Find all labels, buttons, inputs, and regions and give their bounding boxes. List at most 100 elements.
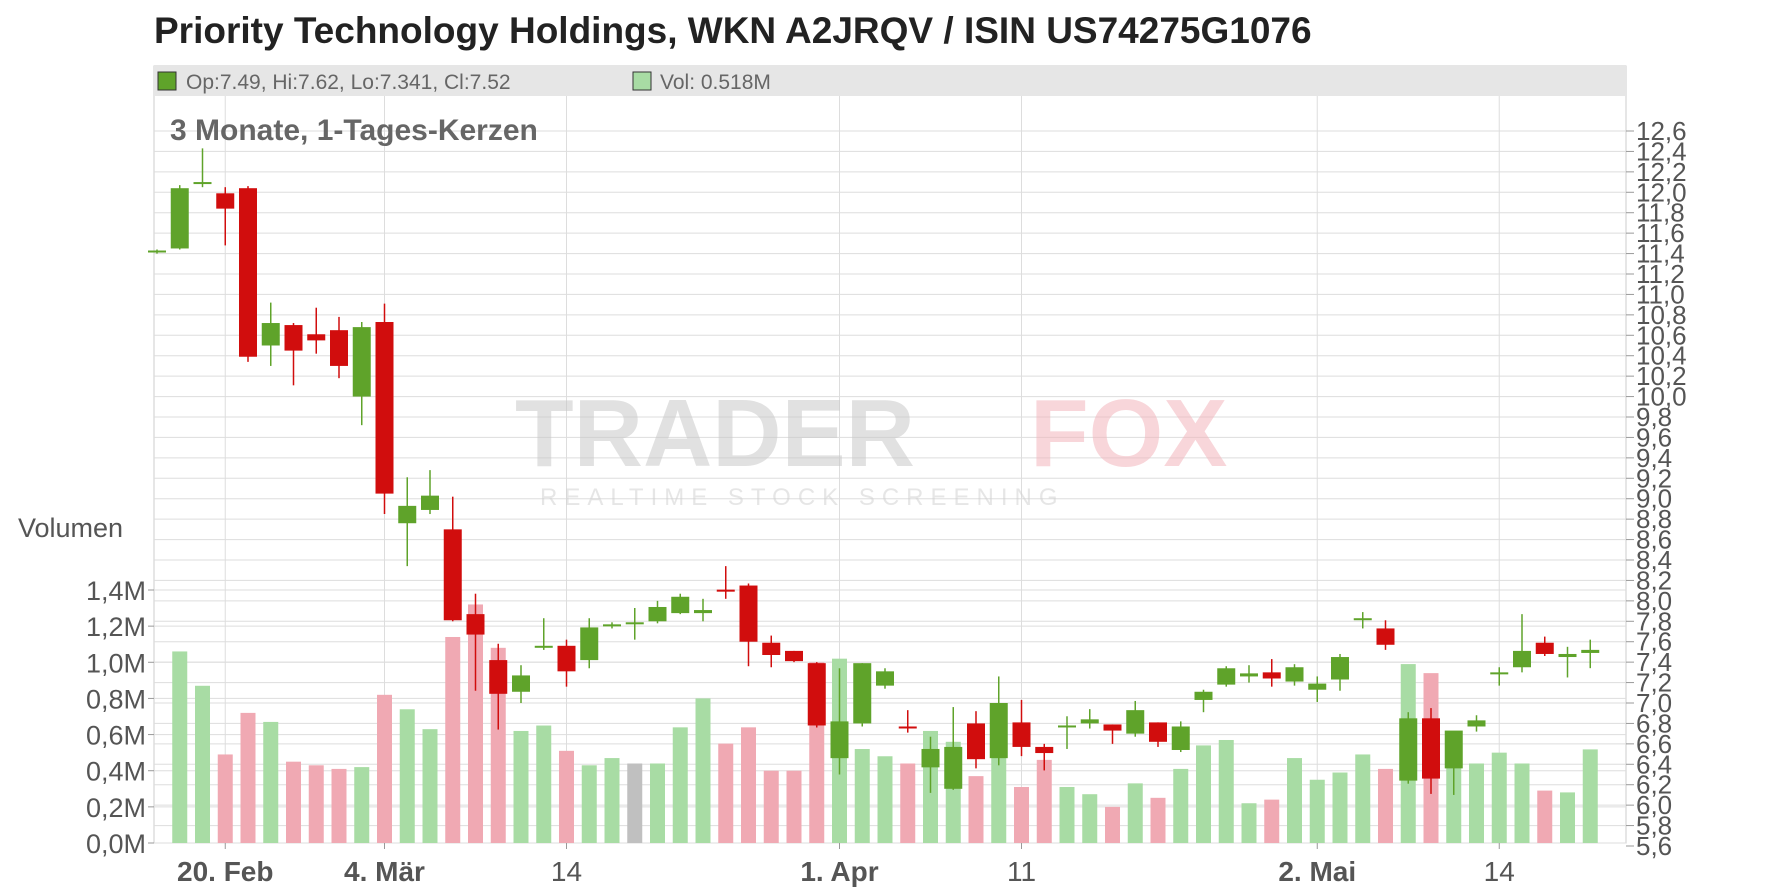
volume-bar bbox=[1196, 745, 1211, 843]
candle-body bbox=[1149, 722, 1167, 742]
candle-body bbox=[807, 663, 826, 726]
volume-bar bbox=[1332, 772, 1348, 843]
volume-bar bbox=[1241, 803, 1257, 843]
candle bbox=[853, 663, 872, 727]
price-tick-label: 10,0 bbox=[1636, 382, 1687, 412]
candle bbox=[1422, 708, 1440, 794]
chart-title: Priority Technology Holdings, WKN A2JRQV… bbox=[154, 10, 1312, 51]
candle-body bbox=[307, 334, 326, 341]
price-tick-label: 12,2 bbox=[1636, 157, 1687, 187]
candle-body bbox=[375, 322, 394, 494]
price-tick-label: 7,0 bbox=[1636, 688, 1672, 718]
volume-legend-text: Vol: 0.518M bbox=[660, 71, 771, 94]
price-tick-label: 8,0 bbox=[1636, 586, 1672, 616]
candle-body bbox=[1399, 718, 1418, 781]
price-tick-label: 7,4 bbox=[1636, 647, 1672, 677]
volume-bar bbox=[240, 712, 256, 843]
price-tick-label: 11,8 bbox=[1636, 198, 1685, 228]
candle bbox=[739, 583, 758, 667]
candle bbox=[489, 643, 508, 730]
candle-body bbox=[443, 529, 462, 621]
candle bbox=[1376, 620, 1395, 650]
volume-bar bbox=[1560, 792, 1575, 843]
candle bbox=[671, 593, 690, 615]
candle bbox=[443, 496, 462, 622]
price-tick-label: 8,8 bbox=[1636, 504, 1672, 534]
price-tick-label: 6,2 bbox=[1636, 770, 1672, 800]
candle-body bbox=[898, 726, 917, 729]
candle bbox=[239, 186, 257, 362]
time-tick-label: 2. Mai bbox=[1278, 856, 1356, 887]
candle-body bbox=[1171, 726, 1190, 750]
candle-body bbox=[1012, 722, 1031, 747]
candle-body bbox=[1058, 725, 1076, 728]
candle bbox=[193, 148, 212, 188]
candle bbox=[830, 668, 849, 775]
chart-subtitle: 3 Monate, 1-Tages-Kerzen bbox=[170, 114, 538, 147]
volume-bar bbox=[172, 651, 188, 843]
volume-tick-label: 1,2M bbox=[86, 612, 146, 642]
candle bbox=[1126, 700, 1145, 737]
info-header: Op:7.49, Hi:7.62, Lo:7.341, Cl:7.52 Vol:… bbox=[154, 66, 1626, 96]
candle-body bbox=[739, 585, 758, 642]
volume-bar bbox=[1218, 739, 1234, 843]
volume-bar bbox=[468, 604, 483, 843]
volume-bar bbox=[968, 776, 984, 843]
price-tick-label: 5,6 bbox=[1636, 831, 1672, 861]
volume-tick-label: 0,0M bbox=[86, 829, 146, 859]
candle-body bbox=[557, 645, 576, 672]
candle bbox=[352, 322, 371, 426]
candle bbox=[1581, 639, 1600, 669]
candle-body bbox=[762, 642, 781, 655]
price-tick-label: 11,4 bbox=[1636, 239, 1685, 269]
volume-bar bbox=[1173, 768, 1189, 843]
volume-bar bbox=[1469, 763, 1484, 843]
volume-axis-label: Volumen bbox=[18, 513, 123, 543]
candle bbox=[534, 618, 553, 650]
time-tick-label: 4. Mär bbox=[344, 856, 425, 887]
volume-bar bbox=[1378, 768, 1393, 843]
candle bbox=[1467, 715, 1486, 732]
candle-body bbox=[1308, 683, 1327, 690]
candle bbox=[580, 618, 599, 669]
candle-body bbox=[398, 505, 417, 524]
candle-body bbox=[352, 327, 371, 397]
price-tick-label: 8,4 bbox=[1636, 545, 1672, 575]
time-tick-label: 14 bbox=[551, 856, 582, 887]
candle bbox=[421, 470, 439, 515]
volume-bar bbox=[1491, 752, 1507, 843]
volume-tick-label: 0,4M bbox=[86, 757, 146, 787]
volume-bar bbox=[331, 768, 347, 843]
candle bbox=[1217, 666, 1236, 687]
watermark-tagline: REALTIME STOCK SCREENING bbox=[540, 484, 1065, 511]
candle-body bbox=[1194, 691, 1213, 700]
candle bbox=[170, 185, 189, 250]
candle-body bbox=[1353, 618, 1372, 621]
price-tick-label: 9,6 bbox=[1636, 422, 1672, 452]
price-tick-label: 7,6 bbox=[1636, 627, 1672, 657]
candle-body bbox=[1558, 653, 1577, 658]
candle-body bbox=[876, 671, 894, 686]
candle-body bbox=[466, 614, 485, 635]
price-tick-label: 11,0 bbox=[1636, 279, 1685, 309]
volume-tick-label: 0,2M bbox=[86, 793, 146, 823]
price-axis: 12,612,412,212,011,811,611,411,211,010,8… bbox=[1626, 116, 1687, 861]
volume-bar bbox=[286, 761, 301, 843]
candle-body bbox=[1581, 649, 1600, 653]
candle bbox=[1399, 712, 1418, 784]
candle bbox=[1194, 689, 1213, 713]
candle bbox=[944, 707, 963, 790]
candle bbox=[375, 303, 394, 515]
candle-body bbox=[1376, 628, 1395, 645]
candle bbox=[148, 249, 166, 254]
candle bbox=[1331, 653, 1349, 691]
volume-bar bbox=[490, 647, 506, 843]
volume-bar bbox=[604, 758, 620, 843]
candle bbox=[1353, 612, 1372, 629]
candle bbox=[989, 676, 1008, 766]
watermark-brand-right: FOX bbox=[1030, 380, 1227, 487]
candle-body bbox=[967, 723, 985, 760]
price-tick-label: 12,4 bbox=[1636, 136, 1687, 166]
candle bbox=[876, 668, 894, 689]
